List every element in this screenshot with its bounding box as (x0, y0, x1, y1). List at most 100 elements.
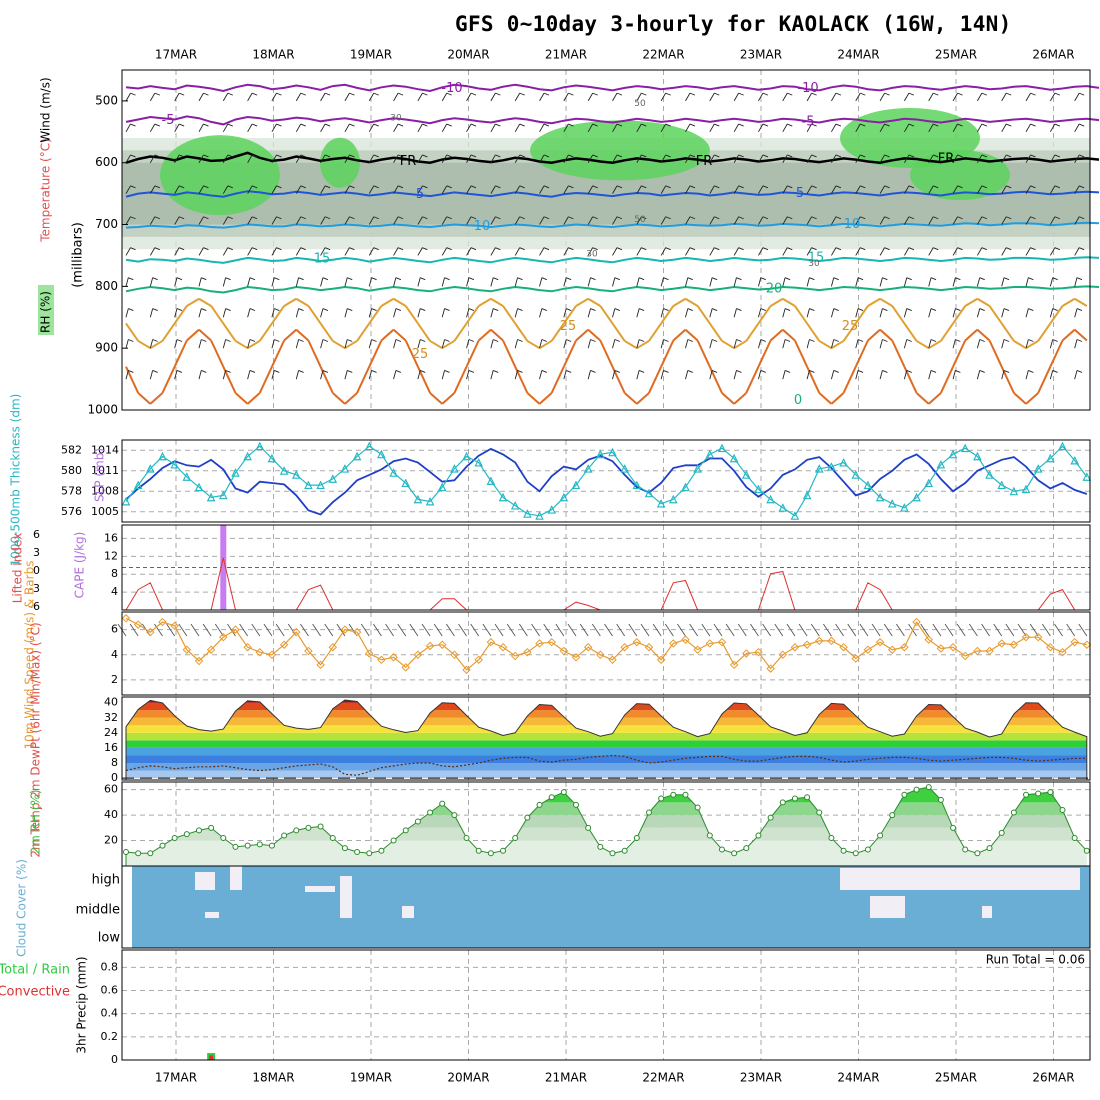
isotherm-25 (368, 305, 383, 325)
wind-barb-flag (422, 92, 428, 96)
wind-barb-flag (227, 123, 233, 127)
wind-barb-flag (420, 308, 426, 311)
wind-barb (660, 123, 667, 133)
precip-tick: 0.6 (101, 984, 119, 997)
wind-barb (149, 277, 154, 287)
wind-speed-point (960, 651, 970, 661)
wind-barb (514, 123, 521, 133)
wind-barb (928, 92, 934, 102)
wind-speed-point (267, 650, 277, 660)
wind-speed-point (875, 637, 885, 647)
wind-barb (782, 185, 788, 194)
wind-barb (466, 185, 472, 194)
wind-barb-flag (714, 92, 720, 96)
wind-barb (733, 185, 740, 194)
wind-barb-flag (446, 185, 452, 189)
wind-speed-point (985, 646, 994, 656)
wind-barb-10m (920, 623, 930, 637)
wind-barb (612, 370, 616, 380)
wind-barb-flag (689, 154, 696, 158)
wind-barb-flag (835, 154, 842, 158)
isotherm-25 (806, 322, 821, 342)
wind-barb (417, 154, 423, 163)
isotherm-25 (648, 322, 662, 342)
wind-barb (125, 92, 131, 102)
isotherm-30 (137, 392, 151, 405)
rh-point (573, 801, 580, 808)
rh-point (718, 846, 725, 853)
wind-barb (587, 247, 594, 256)
rh-point (877, 832, 884, 839)
wind-barb (587, 185, 594, 194)
wind-barb-flag (225, 339, 231, 342)
ylabel-temp: 2m Temp 2m DewPt (6hr Min/Max) (°C) (29, 622, 43, 857)
wind-barb-10m (871, 623, 881, 637)
wind-barb-flag (762, 154, 769, 158)
wind-barb (466, 123, 472, 133)
wind-barb-flag (324, 185, 331, 189)
rh-band (126, 815, 1087, 828)
wind-barb (320, 247, 326, 256)
rh-point (317, 823, 324, 830)
wind-barb (125, 185, 131, 194)
wind-barb-flag (154, 123, 160, 127)
isotherm-25 (818, 340, 832, 350)
isotherm-30 (173, 340, 188, 368)
wind-barb-flag (371, 369, 377, 373)
wind-barb (514, 185, 521, 194)
wind-barb-flag (957, 216, 963, 220)
wind-barb (733, 370, 737, 380)
isotherm-25 (891, 305, 906, 325)
wind-barb (709, 123, 715, 133)
wind-barb (612, 308, 616, 318)
wind-barb-10m (214, 623, 224, 637)
wind-barb-flag (203, 185, 209, 189)
wind-barb-flag (470, 216, 477, 220)
wind-barb-10m (591, 623, 601, 637)
wind-barb (563, 339, 567, 349)
wind-barb (1001, 308, 1005, 318)
isotherm-30 (830, 392, 845, 405)
wind-barb (466, 339, 470, 349)
wind-barb (1001, 154, 1007, 163)
wind-barb-10m (1005, 623, 1015, 637)
wind-barb-flag (833, 339, 839, 342)
wind-barb-flag (178, 247, 185, 251)
isotherm-25 (563, 305, 577, 325)
rh-point (159, 842, 166, 849)
wind-barb-10m (518, 623, 528, 637)
wind-barb-flag (444, 308, 450, 311)
wind-barb (636, 277, 640, 287)
wind-barb (320, 308, 324, 318)
wind-barb-flag (422, 185, 428, 189)
wind-barb-10m (482, 623, 492, 637)
wind-barb-flag (641, 92, 647, 96)
wind-barb-flag (1006, 92, 1012, 96)
date-label-bottom: 24MAR (837, 1071, 879, 1085)
rh-point (694, 804, 701, 811)
wind-speed-point (182, 645, 192, 654)
wind-barb-flag (641, 216, 647, 220)
cape-tick: 4 (111, 585, 118, 598)
wind-barb-10m (847, 623, 857, 637)
wind-barb (782, 247, 788, 256)
wind-barb (563, 123, 569, 133)
wind-barb-flag (251, 92, 258, 96)
wind-barb (976, 123, 983, 133)
isotherm-25 (539, 340, 553, 350)
cloud-patch (982, 906, 992, 918)
wind-barb-flag (517, 277, 523, 281)
wind-speed-point (900, 642, 909, 652)
isotherm-30 (976, 328, 991, 342)
wind-barb (368, 185, 375, 194)
wind-barb-10m (506, 623, 516, 637)
wind-barb (490, 370, 494, 380)
isotherm-25 (1025, 340, 1039, 350)
rh-point (609, 850, 616, 857)
panel-frame-wind (121, 611, 1091, 696)
date-label-top: 21MAR (545, 48, 587, 62)
wind-barb (855, 370, 859, 380)
wind-barb-flag (422, 123, 428, 127)
isotherm-label: -10 (441, 81, 462, 96)
wind-barb (563, 277, 567, 287)
